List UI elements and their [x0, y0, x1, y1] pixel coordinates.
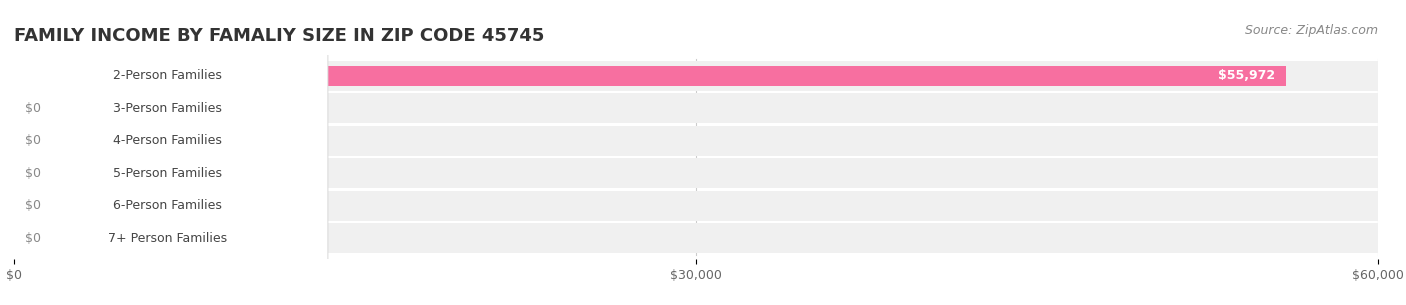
Text: FAMILY INCOME BY FAMALIY SIZE IN ZIP CODE 45745: FAMILY INCOME BY FAMALIY SIZE IN ZIP COD…: [14, 27, 544, 45]
FancyBboxPatch shape: [7, 0, 328, 305]
Text: $0: $0: [25, 135, 41, 147]
FancyBboxPatch shape: [7, 0, 328, 305]
Text: Source: ZipAtlas.com: Source: ZipAtlas.com: [1244, 24, 1378, 38]
Text: 6-Person Families: 6-Person Families: [112, 199, 222, 212]
Text: 3-Person Families: 3-Person Families: [112, 102, 222, 115]
Text: 7+ Person Families: 7+ Person Families: [108, 232, 226, 245]
Bar: [14, 61, 1378, 91]
Text: 2-Person Families: 2-Person Families: [112, 70, 222, 82]
Bar: [14, 66, 1286, 86]
FancyBboxPatch shape: [7, 0, 328, 305]
Text: 4-Person Families: 4-Person Families: [112, 135, 222, 147]
FancyBboxPatch shape: [7, 0, 328, 305]
Bar: [14, 223, 1378, 253]
Text: $0: $0: [25, 167, 41, 180]
Bar: [14, 191, 1378, 221]
Text: $0: $0: [25, 199, 41, 212]
Bar: [14, 126, 1378, 156]
Text: $0: $0: [25, 102, 41, 115]
FancyBboxPatch shape: [7, 0, 328, 305]
Text: $0: $0: [25, 232, 41, 245]
Bar: [14, 94, 1378, 123]
Text: 5-Person Families: 5-Person Families: [112, 167, 222, 180]
Text: $55,972: $55,972: [1218, 70, 1275, 82]
FancyBboxPatch shape: [7, 0, 328, 305]
Bar: [14, 158, 1378, 188]
